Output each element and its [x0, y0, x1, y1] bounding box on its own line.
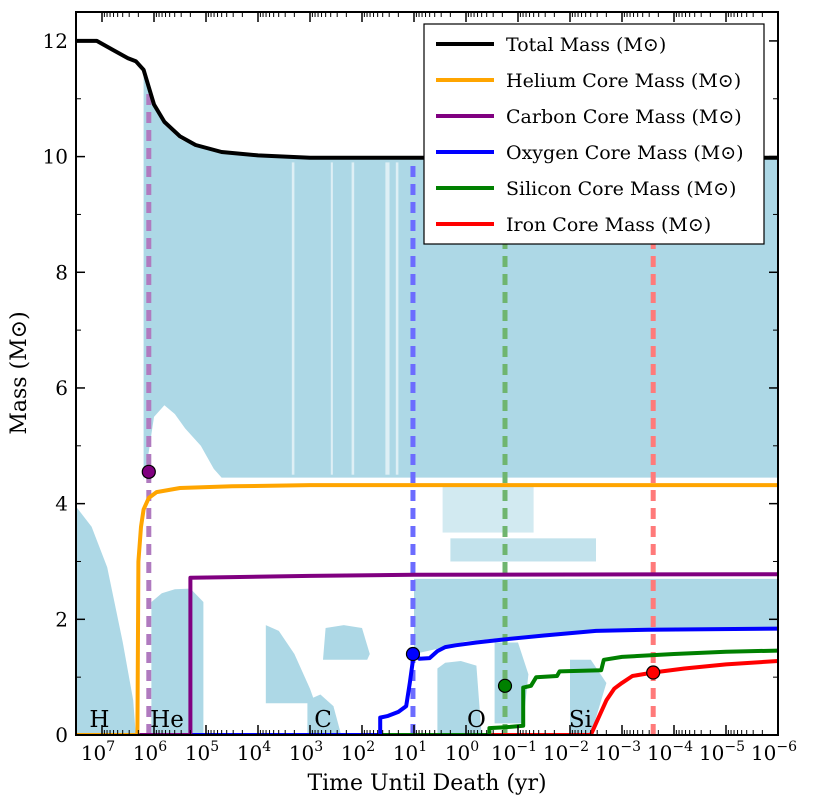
phase-label: Si: [569, 707, 592, 733]
series-line: [76, 648, 778, 735]
y-tick-label: 0: [55, 723, 68, 747]
mass-curves: [76, 38, 778, 735]
x-tick-label: 102: [341, 739, 375, 765]
series-line: [76, 483, 778, 735]
core-marker: [405, 646, 421, 662]
series-line: [76, 626, 778, 735]
y-axis-label: Mass (M⊙): [7, 311, 32, 434]
phase-label: He: [150, 707, 184, 733]
convection-region: [323, 625, 370, 660]
convection-gap: [385, 162, 390, 475]
y-tick-label: 8: [55, 260, 68, 284]
x-tick-label: 103: [289, 739, 323, 765]
core-marker: [646, 665, 661, 680]
convection-gap: [291, 162, 295, 475]
legend-label: Total Mass (M⊙): [506, 34, 666, 56]
convection-region: [265, 625, 316, 704]
burning-phase-labels: H He C O Si: [89, 707, 592, 733]
phase-label: H: [89, 707, 109, 733]
convection-gap: [395, 162, 399, 475]
plot-frame: [75, 11, 779, 736]
legend-label: Carbon Core Mass (M⊙): [506, 106, 742, 128]
legend: Total Mass (M⊙) Helium Core Mass (M⊙) Carb…: [423, 23, 765, 245]
convection-gap: [330, 162, 333, 475]
convection-region: [437, 660, 482, 735]
series-line: [76, 659, 778, 735]
convection-region: [76, 506, 136, 735]
legend-label: Oxygen Core Mass (M⊙): [506, 142, 744, 164]
y-tick-label: 12: [43, 29, 68, 53]
series-line: [76, 38, 778, 160]
y-tick-label: 6: [55, 376, 68, 400]
phase-label: C: [314, 707, 332, 733]
core-boundary-guides: [146, 87, 656, 735]
convection-region: [450, 538, 596, 562]
convection-region: [570, 659, 607, 735]
core-formation-markers: [141, 464, 661, 693]
x-tick-label: 104: [237, 739, 271, 765]
legend-label: Helium Core Mass (M⊙): [506, 70, 741, 92]
y-tick-label: 4: [55, 492, 68, 516]
legend-label: Iron Core Mass (M⊙): [506, 214, 711, 236]
x-axis-label: Time Until Death (yr): [307, 771, 546, 796]
convection-gap: [351, 162, 355, 475]
core-marker: [141, 464, 156, 479]
convection-region: [307, 694, 342, 735]
legend-box: [423, 23, 765, 245]
x-tick-label: 10−3: [595, 739, 641, 765]
core-marker: [497, 678, 513, 693]
legend-label: Silicon Core Mass (M⊙): [506, 178, 736, 200]
y-tick-label: 10: [43, 145, 68, 169]
y-tick-label: 2: [55, 607, 68, 631]
phase-label: O: [467, 707, 486, 733]
convection-region: [442, 486, 534, 533]
series-line: [76, 572, 778, 735]
